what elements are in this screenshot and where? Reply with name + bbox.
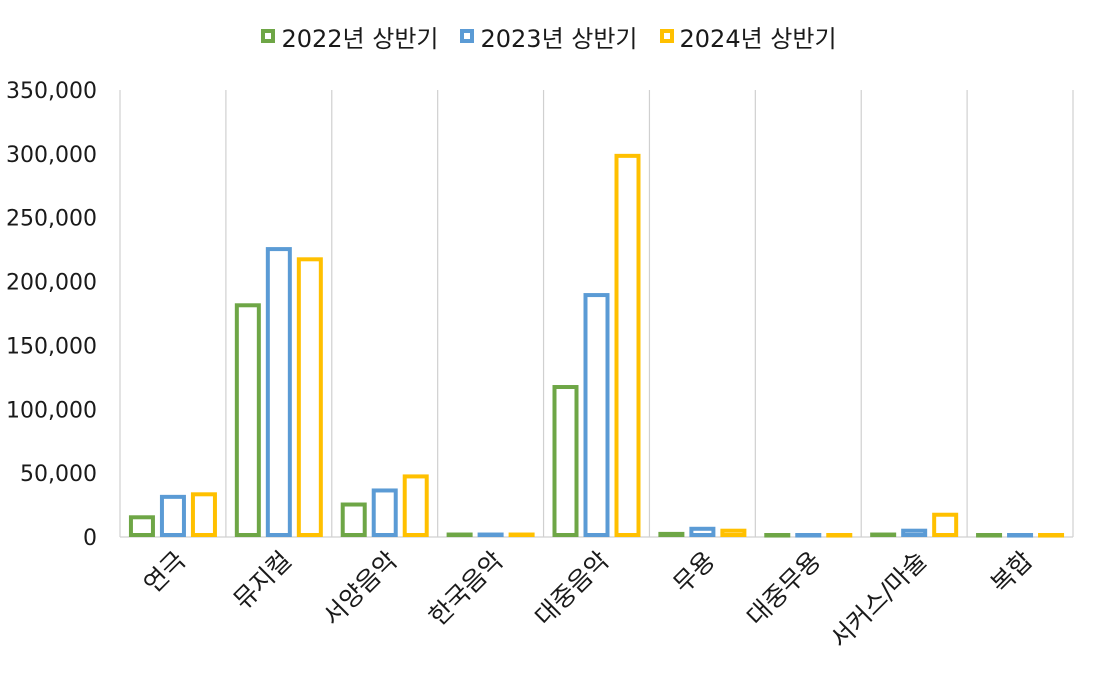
bar-2024 (508, 532, 535, 538)
bar-2022 (446, 532, 473, 538)
legend-swatch-2022 (261, 29, 276, 43)
legend-swatch-2023 (460, 29, 475, 43)
y-tick-label: 50,000 (20, 462, 97, 487)
bar-2022 (128, 515, 155, 538)
y-tick-label: 350,000 (6, 79, 97, 104)
bar-2023 (901, 528, 928, 537)
bar-2023 (265, 247, 292, 538)
bar-2024 (296, 257, 323, 537)
bar-2023 (371, 488, 398, 537)
x-tick-label: 복합 (985, 546, 1038, 599)
x-tick-label: 대중음악 (529, 546, 615, 632)
bar-2024 (1038, 533, 1065, 538)
bar-2024 (720, 528, 747, 537)
legend-label-2024: 2024년 상반기 (679, 24, 837, 53)
legend-label-2022: 2022년 상반기 (281, 24, 439, 53)
x-tick-label: 연극 (138, 546, 191, 599)
y-tick-label: 300,000 (6, 143, 97, 168)
bar-2022 (870, 532, 897, 538)
bar-2024 (402, 474, 429, 538)
legend-item-2022: 2022년 상반기 (261, 19, 438, 54)
bar-2022 (658, 531, 685, 537)
x-tick-label: 한국음악 (423, 546, 509, 632)
legend-item-2023: 2023년 상반기 (460, 19, 638, 54)
legend-item-2024: 2024년 상반기 (659, 19, 837, 54)
legend-swatch-2024 (659, 29, 674, 43)
legend-label-2023: 2023년 상반기 (480, 24, 638, 53)
y-tick-label: 100,000 (6, 398, 97, 423)
bar-2024 (932, 512, 959, 538)
x-tick-label: 대중무용 (741, 546, 827, 632)
x-tick-label: 서양음악 (317, 546, 403, 632)
bar-2023 (689, 526, 716, 537)
bar-2023 (795, 533, 822, 538)
y-tick-label: 150,000 (6, 334, 97, 359)
y-tick-label: 0 (83, 526, 97, 551)
bar-2023 (1007, 533, 1034, 538)
bar-2024 (614, 153, 641, 537)
bar-2022 (340, 502, 367, 538)
y-tick-label: 250,000 (6, 207, 97, 232)
x-tick-label: 서커스/마술 (825, 546, 933, 654)
bar-2022 (234, 303, 261, 538)
bar-2024 (190, 492, 217, 537)
bar-2022 (976, 533, 1003, 538)
legend: 2022년 상반기 2023년 상반기 2024년 상반기 (0, 18, 1098, 54)
y-tick-label: 200,000 (6, 271, 97, 296)
x-tick-label: 무용 (668, 546, 721, 599)
bar-2023 (583, 293, 610, 537)
bar-2023 (159, 494, 186, 537)
bar-2024 (826, 533, 853, 538)
bar-2022 (552, 385, 579, 537)
x-tick-label: 뮤지컬 (228, 546, 297, 615)
bar-2023 (477, 532, 504, 538)
bar-2022 (764, 533, 791, 538)
